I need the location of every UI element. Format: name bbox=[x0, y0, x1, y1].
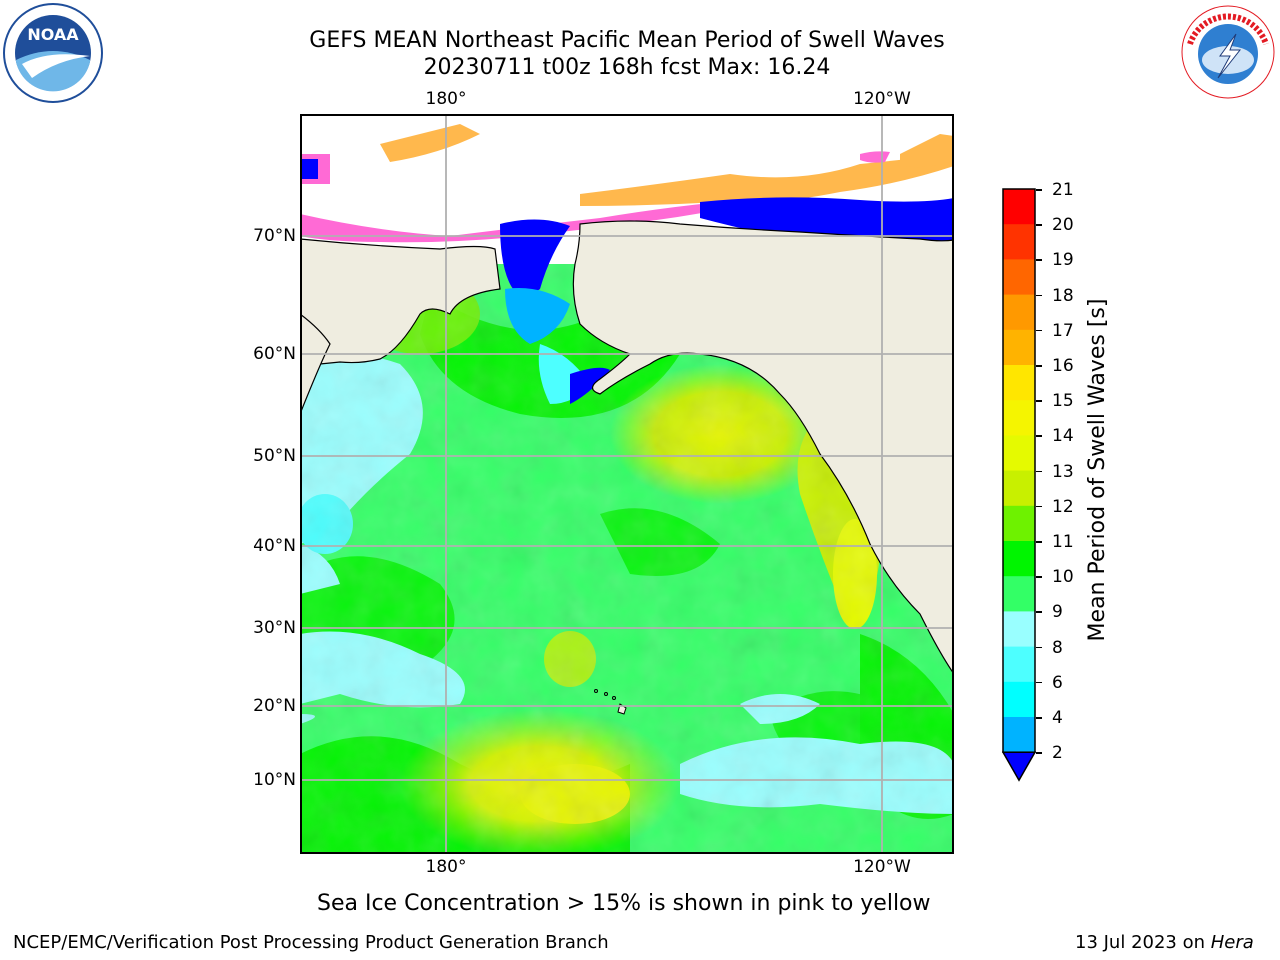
footer-credit: NCEP/EMC/Verification Post Processing Pr… bbox=[13, 932, 609, 953]
lat-label-40n: 40°N bbox=[253, 536, 296, 556]
lat-label-70n: 70°N bbox=[253, 226, 296, 246]
colorbar-tick-label: 13 bbox=[1052, 461, 1074, 482]
colorbar-ticks: 21 20 19 18 17 16 15 14 13 12 11 10 9 8 6 4 2 bbox=[1036, 180, 1096, 770]
colorbar-tick-mark bbox=[1036, 505, 1042, 508]
colorbar-tick-label: 12 bbox=[1052, 496, 1074, 517]
nws-logo bbox=[1180, 4, 1276, 100]
colorbar-tick-label: 11 bbox=[1052, 532, 1074, 552]
colorbar-swatch bbox=[1003, 400, 1035, 436]
lat-label-60n: 60°N bbox=[253, 344, 296, 364]
lon-label-top-120w: 120°W bbox=[853, 89, 911, 109]
colorbar-tick-mark bbox=[1036, 752, 1042, 754]
colorbar-tick-mark bbox=[1036, 365, 1042, 367]
colorbar-swatch bbox=[1003, 505, 1035, 542]
noaa-logo: NOAA bbox=[2, 2, 104, 104]
colorbar-swatch bbox=[1003, 435, 1035, 472]
colorbar-tick-mark bbox=[1036, 470, 1042, 473]
colorbar-title: Mean Period of Swell Waves [s] bbox=[1085, 298, 1110, 642]
lat-label-10n: 10°N bbox=[253, 770, 296, 790]
lat-label-30n: 30°N bbox=[253, 618, 296, 638]
colorbar-tick-mark bbox=[1036, 576, 1042, 578]
lat-label-20n: 20°N bbox=[253, 696, 296, 716]
colorbar-tick-mark bbox=[1036, 329, 1042, 332]
colorbar-tick-label: 15 bbox=[1052, 391, 1074, 412]
colorbar-swatches bbox=[1001, 188, 1037, 782]
colorbar-swatch bbox=[1003, 329, 1035, 366]
colorbar-tick-mark bbox=[1036, 541, 1042, 543]
colorbar-extend-triangle bbox=[1001, 751, 1037, 782]
colorbar-swatch bbox=[1003, 294, 1035, 331]
map-frame bbox=[300, 114, 954, 854]
colorbar-tick-label: 10 bbox=[1052, 567, 1074, 588]
colorbar-swatch bbox=[1003, 259, 1035, 296]
colorbar-tick-mark bbox=[1036, 435, 1042, 437]
colorbar-swatch bbox=[1003, 365, 1035, 401]
colorbar-tick-mark bbox=[1036, 189, 1042, 191]
colorbar-tick-label: 2 bbox=[1052, 743, 1063, 764]
chart-title-line2: 20230711 t00z 168h fcst Max: 16.24 bbox=[423, 55, 831, 80]
colorbar-tick-mark bbox=[1036, 681, 1042, 684]
colorbar-swatch bbox=[1003, 681, 1035, 718]
colorbar-tick-label: 19 bbox=[1052, 250, 1074, 271]
colorbar-swatch bbox=[1003, 470, 1035, 507]
colorbar-tick-label: 6 bbox=[1052, 672, 1063, 693]
footer-date-text: 13 Jul 2023 on bbox=[1075, 932, 1211, 953]
chart-title-line1: GEFS MEAN Northeast Pacific Mean Period … bbox=[309, 28, 945, 53]
colorbar-swatch bbox=[1003, 189, 1035, 225]
land-mass bbox=[300, 238, 501, 367]
map-panel bbox=[300, 114, 954, 854]
colorbar-tick-label: 9 bbox=[1052, 602, 1063, 623]
swell-period-map bbox=[300, 114, 954, 854]
colorbar-tick-mark bbox=[1036, 611, 1042, 613]
colorbar-tick-label: 18 bbox=[1052, 285, 1074, 306]
lon-label-bottom-120w: 120°W bbox=[853, 857, 911, 877]
colorbar-tick-mark bbox=[1036, 646, 1042, 649]
colorbar-swatch bbox=[1003, 541, 1035, 577]
sea-ice-caption: Sea Ice Concentration > 15% is shown in … bbox=[317, 891, 931, 916]
colorbar-tick-label: 4 bbox=[1052, 708, 1063, 728]
colorbar-tick-mark bbox=[1036, 400, 1042, 402]
colorbar-tick-mark bbox=[1036, 259, 1042, 261]
colorbar-swatch bbox=[1003, 576, 1035, 612]
colorbar bbox=[1001, 188, 1037, 784]
colorbar-tick-label: 16 bbox=[1052, 356, 1074, 376]
graticule bbox=[300, 114, 954, 854]
lon-label-top-180: 180° bbox=[425, 89, 467, 109]
colorbar-tick-label: 17 bbox=[1052, 320, 1074, 341]
colorbar-swatch bbox=[1003, 224, 1035, 260]
footer-date: 13 Jul 2023 on Hera bbox=[1075, 932, 1254, 954]
colorbar-tick-mark bbox=[1036, 224, 1042, 226]
colorbar-frame bbox=[1002, 188, 1036, 753]
colorbar-swatch bbox=[1003, 646, 1035, 683]
colorbar-tick-label: 8 bbox=[1052, 637, 1063, 658]
colorbar-tick-label: 14 bbox=[1052, 426, 1074, 447]
colorbar-tick-mark bbox=[1036, 717, 1042, 719]
colorbar-tick-label: 20 bbox=[1052, 215, 1074, 236]
colorbar-tick-label: 21 bbox=[1052, 180, 1074, 200]
noaa-logo-text: NOAA bbox=[27, 25, 79, 44]
colorbar-swatch bbox=[1003, 611, 1035, 648]
colorbar-tick-mark bbox=[1036, 294, 1042, 297]
lat-label-50n: 50°N bbox=[253, 446, 296, 466]
lon-label-bottom-180: 180° bbox=[425, 857, 467, 877]
footer-host: Hera bbox=[1210, 932, 1254, 953]
colorbar-swatch bbox=[1003, 717, 1035, 753]
